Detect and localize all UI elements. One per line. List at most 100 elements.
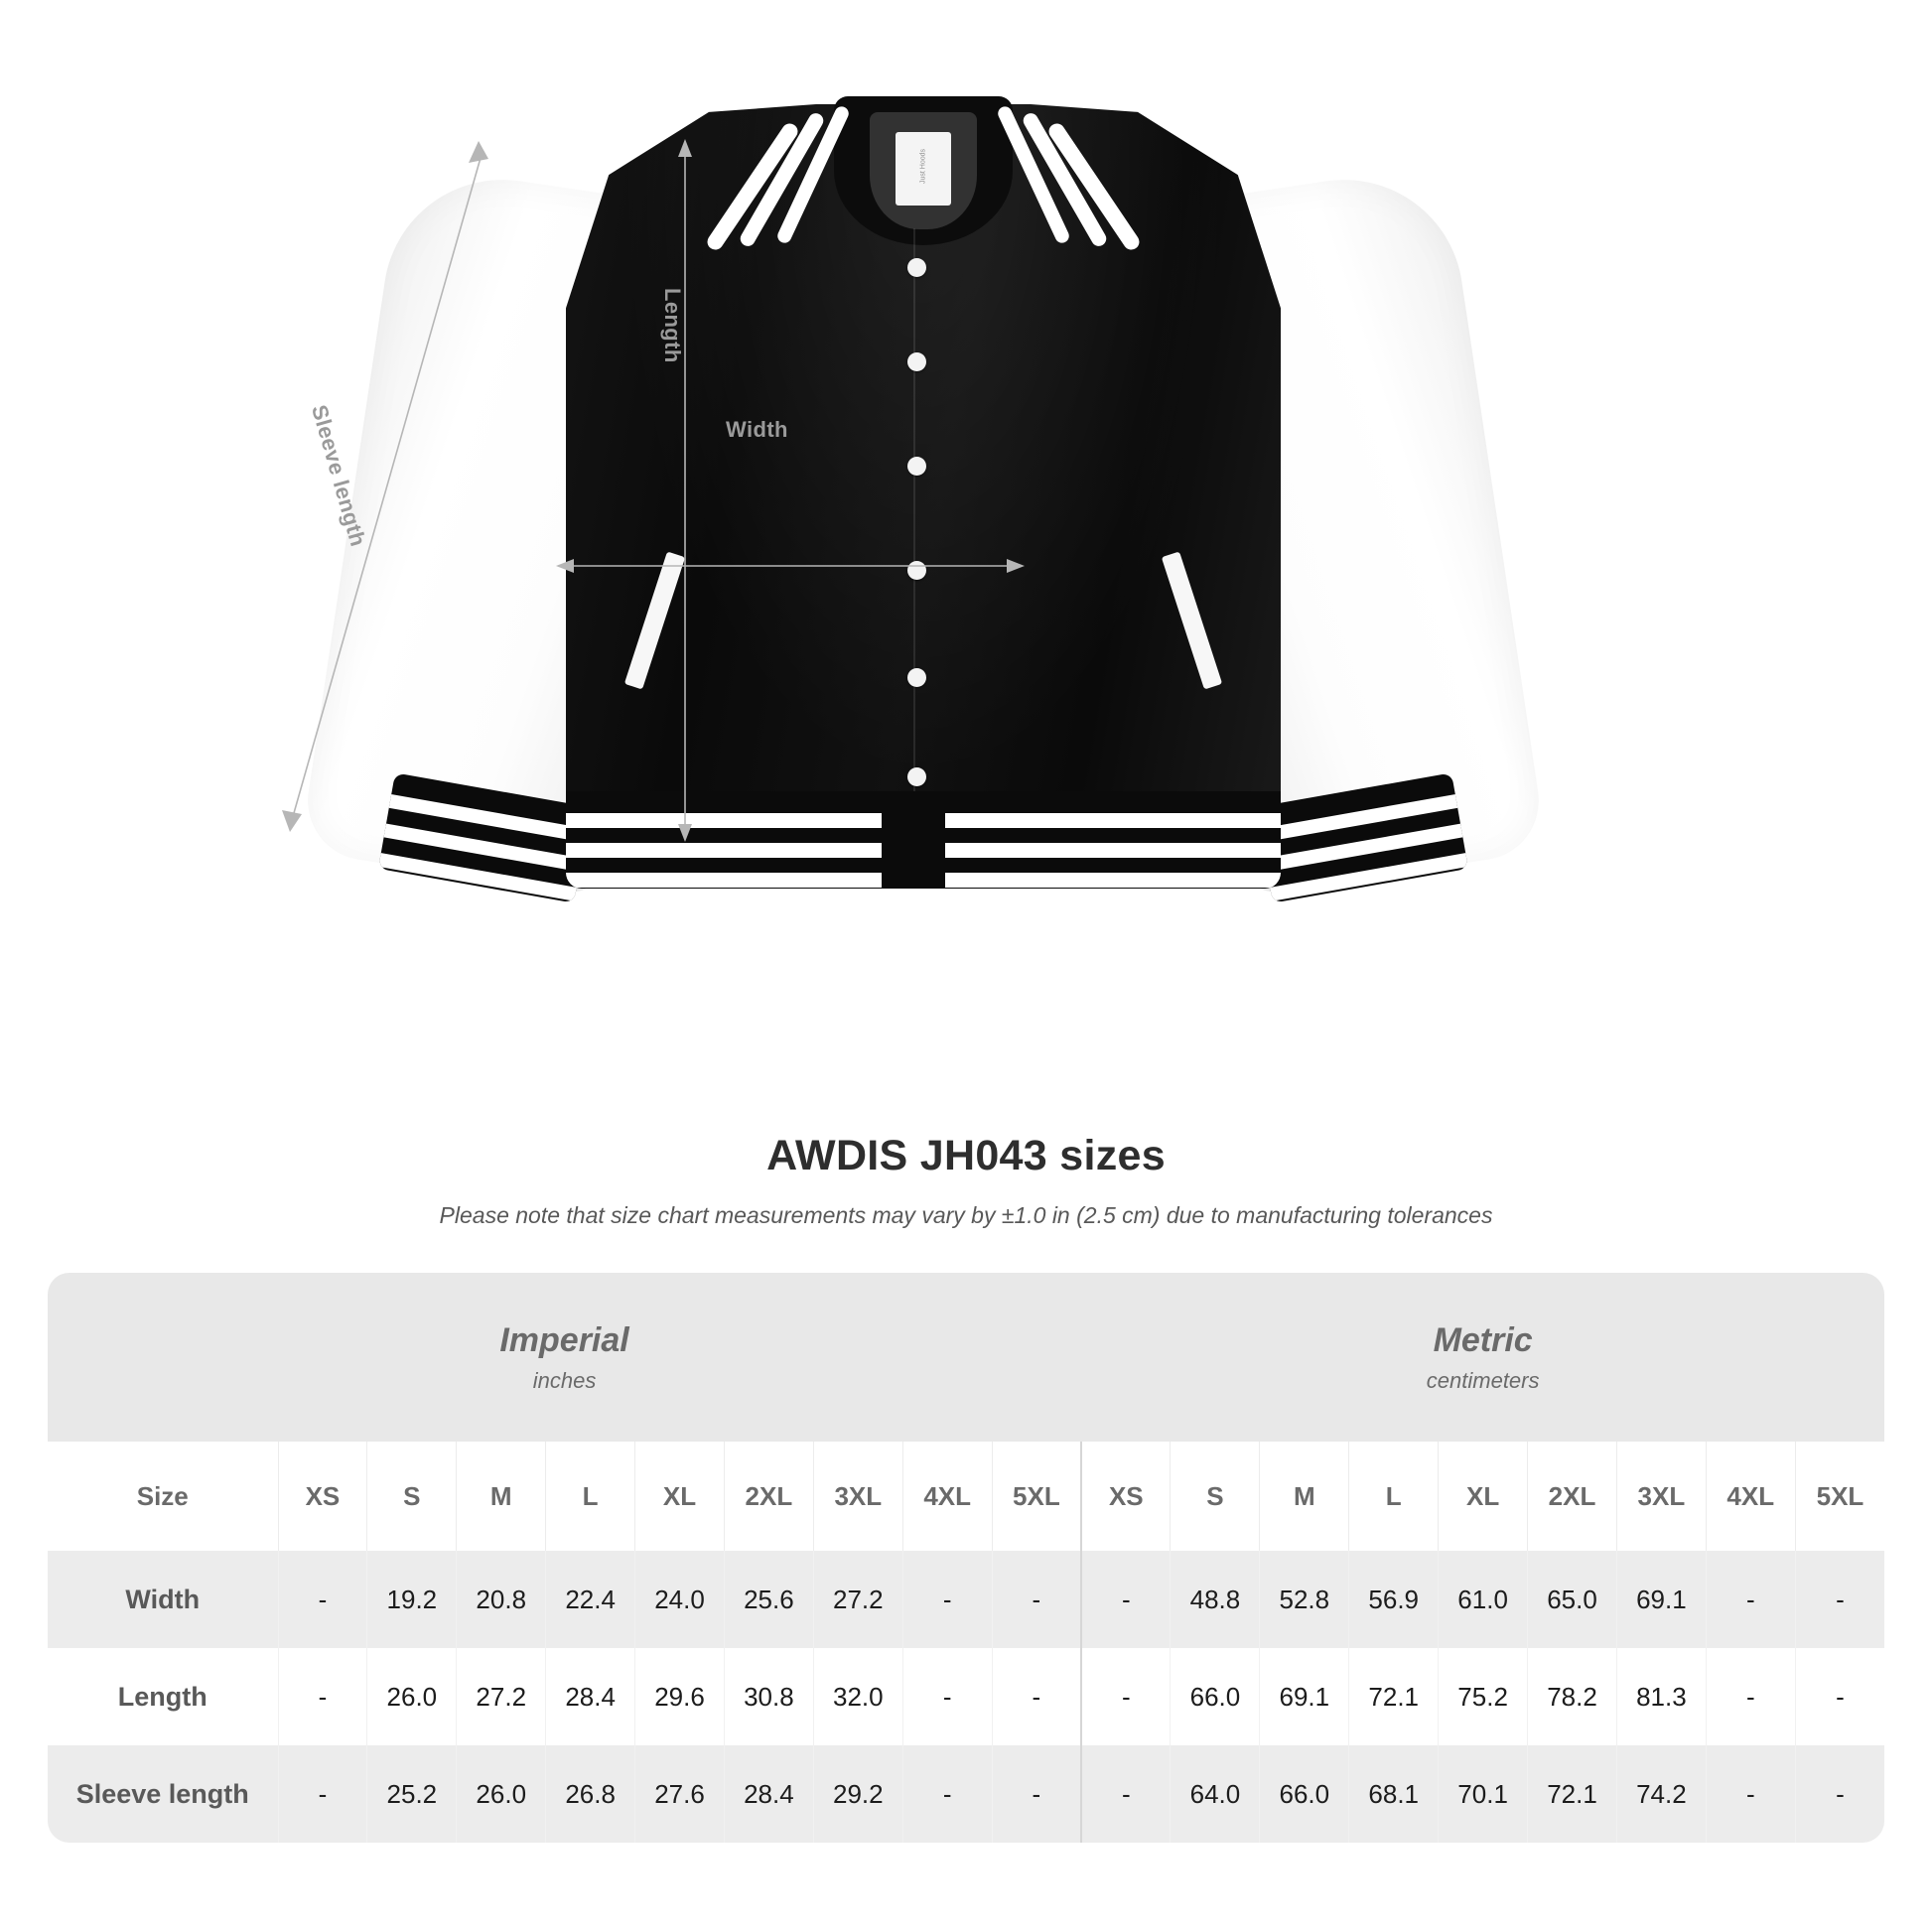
cell-width-metric-xl: 61.0	[1438, 1551, 1528, 1648]
cell-width-metric-4xl: -	[1705, 1551, 1796, 1648]
cell-length-metric-xs: -	[1080, 1648, 1171, 1745]
cell-length-imperial-xl: 29.6	[634, 1648, 725, 1745]
cell-width-imperial-l: 22.4	[545, 1551, 635, 1648]
imperial-system-label: Imperial	[499, 1320, 629, 1359]
size-header-row: Size XS S M L XL 2XL 3XL 4XL 5XL XS S M …	[48, 1442, 1885, 1551]
metric-unit-label: centimeters	[1426, 1367, 1540, 1393]
table-row: Length - 26.0 27.2 28.4 29.6 30.8 32.0 -…	[48, 1648, 1885, 1745]
cell-length-imperial-m: 27.2	[456, 1648, 546, 1745]
col-header-metric-l: L	[1348, 1442, 1439, 1551]
cell-length-metric-4xl: -	[1705, 1648, 1796, 1745]
cell-sleeve-metric-l: 68.1	[1348, 1745, 1439, 1843]
cell-length-imperial-2xl: 30.8	[723, 1648, 814, 1745]
cell-width-metric-l: 56.9	[1348, 1551, 1439, 1648]
cell-length-metric-l: 72.1	[1348, 1648, 1439, 1745]
col-header-metric-s: S	[1170, 1442, 1260, 1551]
cell-sleeve-imperial-xs: -	[277, 1745, 367, 1843]
cell-width-metric-3xl: 69.1	[1615, 1551, 1707, 1648]
cell-sleeve-imperial-2xl: 28.4	[723, 1745, 814, 1843]
col-header-metric-xs: XS	[1080, 1442, 1171, 1551]
cell-sleeve-imperial-xl: 27.6	[634, 1745, 725, 1843]
cell-width-imperial-3xl: 27.2	[812, 1551, 903, 1648]
table-row: Width - 19.2 20.8 22.4 24.0 25.6 27.2 - …	[48, 1551, 1885, 1648]
size-header-label: Size	[48, 1442, 278, 1551]
varsity-jacket-illustration: Just Hoods	[278, 55, 1569, 903]
cell-width-metric-m: 52.8	[1259, 1551, 1349, 1648]
chart-title: AWDIS JH043 sizes	[766, 1132, 1166, 1179]
snap-button	[907, 668, 926, 687]
table-row: Sleeve length - 25.2 26.0 26.8 27.6 28.4…	[48, 1745, 1885, 1843]
cell-width-imperial-4xl: -	[901, 1551, 993, 1648]
col-header-imperial-5xl: 5XL	[991, 1442, 1082, 1551]
cell-width-metric-2xl: 65.0	[1527, 1551, 1617, 1648]
cell-sleeve-imperial-s: 25.2	[366, 1745, 457, 1843]
row-label-sleeve-length: Sleeve length	[48, 1745, 278, 1843]
col-header-metric-xl: XL	[1438, 1442, 1528, 1551]
cell-sleeve-metric-m: 66.0	[1259, 1745, 1349, 1843]
col-header-metric-3xl: 3XL	[1615, 1442, 1707, 1551]
row-label-width: Width	[48, 1551, 278, 1648]
cell-length-metric-3xl: 81.3	[1615, 1648, 1707, 1745]
cell-length-imperial-4xl: -	[901, 1648, 993, 1745]
neck-label-text: Just Hoods	[919, 148, 927, 185]
col-header-metric-5xl: 5XL	[1794, 1442, 1885, 1551]
cell-length-metric-m: 69.1	[1259, 1648, 1349, 1745]
cell-length-imperial-s: 26.0	[366, 1648, 457, 1745]
col-header-imperial-2xl: 2XL	[723, 1442, 814, 1551]
unit-system-header-row: Imperial inches Metric centimeters	[48, 1273, 1885, 1442]
cell-sleeve-metric-s: 64.0	[1170, 1745, 1260, 1843]
cell-length-metric-2xl: 78.2	[1527, 1648, 1617, 1745]
col-header-metric-4xl: 4XL	[1705, 1442, 1796, 1551]
product-diagram: Just Hoods	[278, 55, 1569, 903]
cell-sleeve-metric-2xl: 72.1	[1527, 1745, 1617, 1843]
cell-width-imperial-m: 20.8	[456, 1551, 546, 1648]
cell-length-imperial-5xl: -	[991, 1648, 1082, 1745]
front-placket	[913, 228, 915, 844]
metric-header-cell: Metric centimeters	[1081, 1273, 1885, 1442]
cell-width-imperial-s: 19.2	[366, 1551, 457, 1648]
neck-label-tag: Just Hoods	[896, 132, 951, 206]
col-header-imperial-4xl: 4XL	[901, 1442, 993, 1551]
cell-width-metric-s: 48.8	[1170, 1551, 1260, 1648]
cell-sleeve-imperial-l: 26.8	[545, 1745, 635, 1843]
col-header-metric-m: M	[1259, 1442, 1349, 1551]
col-header-imperial-s: S	[366, 1442, 457, 1551]
cell-sleeve-imperial-5xl: -	[991, 1745, 1082, 1843]
cell-sleeve-metric-5xl: -	[1794, 1745, 1885, 1843]
cell-sleeve-metric-4xl: -	[1705, 1745, 1796, 1843]
imperial-unit-label: inches	[532, 1367, 597, 1393]
cell-width-metric-xs: -	[1080, 1551, 1171, 1648]
cell-length-metric-xl: 75.2	[1438, 1648, 1528, 1745]
cell-width-imperial-2xl: 25.6	[723, 1551, 814, 1648]
size-table: Imperial inches Metric centimeters Size …	[48, 1273, 1885, 1843]
cell-sleeve-metric-xs: -	[1080, 1745, 1171, 1843]
cell-sleeve-metric-3xl: 74.2	[1615, 1745, 1707, 1843]
waistband	[566, 791, 1281, 889]
size-table-wrapper: Imperial inches Metric centimeters Size …	[48, 1273, 1885, 1843]
col-header-metric-2xl: 2XL	[1527, 1442, 1617, 1551]
length-measurement-label: Length	[660, 288, 685, 363]
col-header-imperial-xs: XS	[277, 1442, 367, 1551]
cell-width-imperial-xl: 24.0	[634, 1551, 725, 1648]
metric-system-label: Metric	[1433, 1320, 1533, 1359]
cell-sleeve-imperial-m: 26.0	[456, 1745, 546, 1843]
cell-length-imperial-3xl: 32.0	[812, 1648, 903, 1745]
col-header-imperial-xl: XL	[634, 1442, 725, 1551]
cell-sleeve-metric-xl: 70.1	[1438, 1745, 1528, 1843]
col-header-imperial-l: L	[545, 1442, 635, 1551]
snap-button	[907, 561, 926, 580]
cell-width-imperial-5xl: -	[991, 1551, 1082, 1648]
snap-button	[907, 258, 926, 277]
cell-width-metric-5xl: -	[1794, 1551, 1885, 1648]
snap-button	[907, 767, 926, 786]
imperial-header-cell: Imperial inches	[48, 1273, 1082, 1442]
tolerance-note: Please note that size chart measurements…	[439, 1202, 1493, 1228]
title-block: AWDIS JH043 sizes Please note that size …	[0, 1132, 1932, 1229]
cell-sleeve-imperial-4xl: -	[901, 1745, 993, 1843]
snap-button	[907, 352, 926, 371]
snap-button	[907, 457, 926, 476]
cell-sleeve-imperial-3xl: 29.2	[812, 1745, 903, 1843]
width-measurement-label: Width	[726, 417, 788, 442]
cell-width-imperial-xs: -	[277, 1551, 367, 1648]
